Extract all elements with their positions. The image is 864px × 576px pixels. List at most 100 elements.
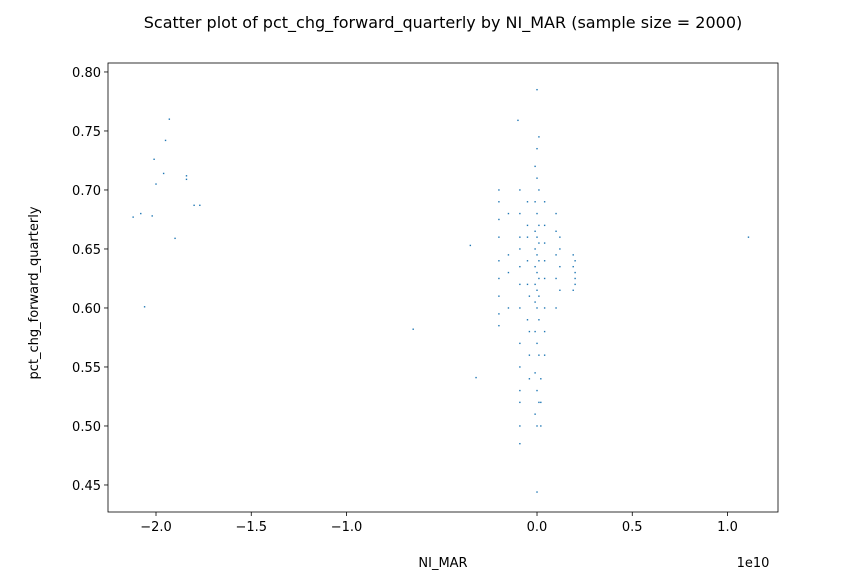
scatter-point: [543, 307, 546, 309]
scatter-point: [519, 283, 521, 286]
scatter-point: [534, 230, 536, 232]
scatter-point: [572, 289, 574, 291]
scatter-point: [559, 289, 561, 291]
scatter-point: [519, 401, 521, 404]
scatter-point: [528, 354, 531, 356]
scatter-point: [536, 425, 538, 427]
scatter-point: [517, 119, 519, 122]
scatter-point: [507, 212, 510, 215]
scatter-point: [151, 215, 153, 217]
scatter-point: [536, 289, 538, 291]
scatter-point: [534, 372, 536, 374]
y-tick-label: 0.75: [72, 125, 101, 140]
y-tick-label: 0.55: [72, 361, 101, 376]
scatter-point: [185, 178, 188, 181]
scatter-point: [498, 201, 500, 203]
scatter-point: [538, 242, 540, 244]
scatter-point: [519, 189, 521, 191]
x-tick-label: −2.0: [140, 520, 172, 535]
scatter-point: [526, 201, 529, 203]
scatter-point: [534, 265, 536, 268]
scatter-point: [536, 212, 538, 215]
scatter-point: [538, 319, 540, 321]
scatter-point: [559, 236, 561, 238]
scatter-point: [199, 204, 201, 207]
scatter-point: [572, 254, 574, 256]
y-tick-label: 0.65: [72, 243, 101, 258]
scatter-point: [162, 172, 165, 175]
scatter-point: [526, 224, 529, 227]
scatter-point: [574, 260, 576, 262]
x-tick-label: −1.5: [235, 520, 267, 535]
scatter-point: [536, 254, 538, 256]
scatter-point: [519, 342, 521, 345]
scatter-point: [519, 236, 521, 238]
scatter-point: [528, 295, 531, 297]
scatter-point: [526, 260, 529, 262]
scatter-point: [536, 307, 538, 309]
scatter-point: [185, 175, 188, 177]
scatter-point: [498, 189, 500, 191]
scatter-point: [519, 248, 521, 250]
scatter-point: [574, 283, 576, 286]
scatter-point: [528, 378, 531, 380]
scatter-point: [536, 236, 538, 238]
scatter-point: [538, 295, 540, 297]
scatter-point: [543, 277, 546, 280]
scatter-point: [140, 212, 142, 215]
x-tick-label: −1.0: [331, 520, 363, 535]
x-axis-label: NI_MAR: [418, 556, 467, 571]
scatter-point: [536, 342, 538, 345]
scatter-point: [143, 306, 146, 308]
scatter-point: [536, 491, 538, 493]
scatter-point: [412, 328, 414, 330]
scatter-point: [543, 201, 546, 203]
scatter-point: [555, 212, 557, 215]
scatter-point: [534, 413, 536, 415]
scatter-point: [555, 277, 557, 280]
scatter-point: [543, 224, 546, 227]
scatter-point: [534, 301, 536, 303]
scatter-point: [540, 401, 542, 404]
scatter-point: [536, 147, 538, 150]
scatter-point: [534, 330, 536, 333]
scatter-point: [555, 254, 557, 256]
scatter-point: [536, 389, 538, 392]
scatter-point: [572, 265, 574, 268]
y-tick-label: 0.50: [72, 420, 101, 435]
y-tick-label: 0.45: [72, 479, 101, 494]
scatter-point: [559, 265, 561, 268]
scatter-point: [475, 376, 477, 379]
scatter-point: [543, 242, 546, 244]
scatter-point: [559, 248, 561, 250]
scatter-point: [519, 212, 521, 215]
scatter-point: [507, 254, 510, 256]
scatter-point: [540, 425, 542, 427]
scatter-point: [536, 271, 538, 274]
x-tick-label: 1.0: [717, 520, 738, 535]
scatter-point: [538, 354, 540, 356]
scatter-point: [538, 260, 540, 262]
scatter-point: [498, 236, 500, 238]
scatter-point: [507, 307, 510, 309]
scatter-point: [526, 319, 529, 321]
scatter-point: [555, 307, 557, 309]
scatter-point: [498, 277, 500, 280]
scatter-point: [538, 136, 540, 138]
scatter-point: [528, 330, 531, 333]
scatter-point: [747, 236, 750, 238]
scatter-point: [534, 248, 536, 250]
scatter-point: [469, 244, 472, 247]
scatter-point: [519, 425, 521, 427]
scatter-point: [555, 230, 557, 232]
scatter-point: [164, 139, 167, 142]
scatter-point: [155, 183, 157, 185]
scatter-point: [519, 442, 521, 445]
scatter-point: [519, 389, 521, 392]
scatter-point: [168, 118, 171, 120]
scatter-point: [519, 265, 521, 268]
scatter-point: [538, 224, 540, 227]
y-axis-label: pct_chg_forward_quarterly: [27, 206, 42, 379]
scatter-point: [536, 177, 538, 179]
scatter-point: [538, 277, 540, 280]
